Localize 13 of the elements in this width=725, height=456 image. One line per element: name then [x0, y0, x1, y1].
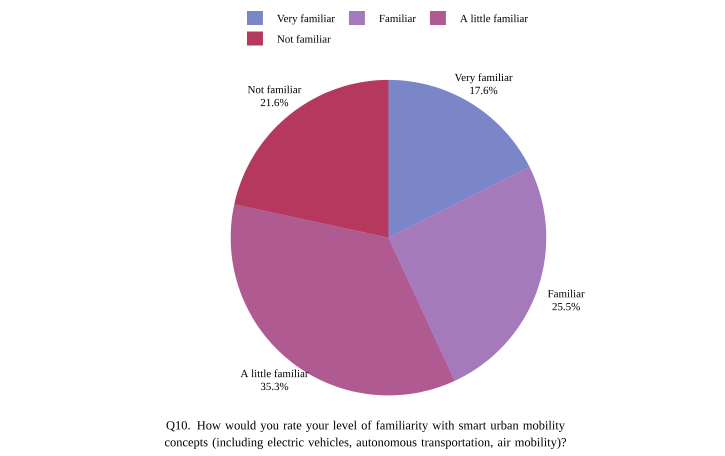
data-label: 35.3%	[260, 382, 288, 390]
legend-label: Very familiar	[277, 14, 335, 24]
data-label: 25.5%	[552, 302, 580, 310]
slice-label: A little familiar	[240, 369, 308, 378]
data-label: 21.6%	[260, 98, 288, 106]
text: Q10. How would you rate your level of familiarity with smart urban mobility concepts (including electric vehicles, autonomous transportation, air mobility)?	[164, 420, 566, 449]
legend-label: Not familiar	[277, 34, 331, 43]
legend-label: Familiar	[379, 14, 416, 22]
slice-label: Very familiar	[454, 73, 512, 84]
slice-label: Not familiar	[248, 85, 302, 94]
legend-label: A little familiar	[460, 14, 528, 22]
data-label: 17.6%	[470, 86, 498, 94]
slice-label: Familiar	[548, 290, 585, 298]
